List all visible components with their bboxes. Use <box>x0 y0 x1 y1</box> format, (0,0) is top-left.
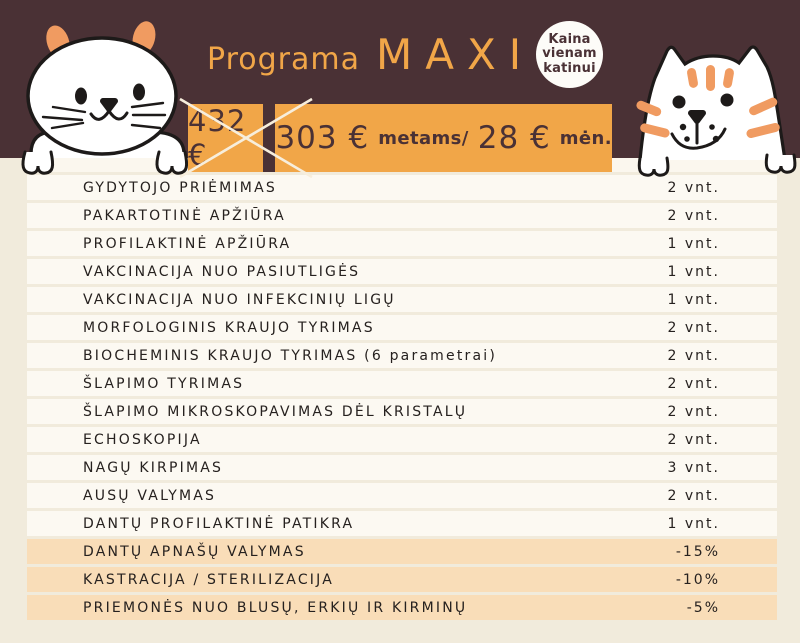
service-quantity: 2 vnt. <box>667 207 720 224</box>
monthly-price-label: mėn. <box>559 127 612 149</box>
annual-price-label: metams/ <box>378 127 469 149</box>
annual-price-value: 303 € <box>275 120 370 156</box>
service-quantity: 1 vnt. <box>667 263 720 280</box>
service-quantity: 2 vnt. <box>667 347 720 364</box>
cat-whiskers-icon <box>41 101 167 130</box>
service-label: ŠLAPIMO MIKROSKOPAVIMAS DĖL KRISTALŲ <box>83 403 468 420</box>
service-label: DANTŲ APNAŠŲ VALYMAS <box>83 543 306 560</box>
service-label: PROFILAKTINĖ APŽIŪRA <box>83 235 292 252</box>
cat-mouth-icon <box>670 120 727 150</box>
table-row: PROFILAKTINĖ APŽIŪRA 1 vnt. <box>27 231 777 256</box>
table-row: VAKCINACIJA NUO INFEKCINIŲ LIGŲ 1 vnt. <box>27 287 777 312</box>
service-quantity: 2 vnt. <box>667 319 720 336</box>
service-label: DANTŲ PROFILAKTINĖ PATIKRA <box>83 515 355 532</box>
badge-line: vienam <box>542 46 597 62</box>
table-row: GYDYTOJO PRIĖMIMAS 2 vnt. <box>27 175 777 200</box>
cat-eye-icon <box>133 83 145 101</box>
table-row: PAKARTOTINĖ APŽIŪRA 2 vnt. <box>27 203 777 228</box>
service-label: ECHOSKOPIJA <box>83 431 202 448</box>
service-label: PAKARTOTINĖ APŽIŪRA <box>83 207 286 224</box>
badge-line: Kaina <box>548 31 591 47</box>
cat-eye-icon <box>672 95 686 109</box>
table-row: KASTRACIJA / STERILIZACIJA -10% <box>27 567 777 592</box>
price-per-cat-badge: Kaina vienam katinui <box>536 21 603 88</box>
table-row: DANTŲ PROFILAKTINĖ PATIKRA 1 vnt. <box>27 511 777 536</box>
table-row: BIOCHEMINIS KRAUJO TYRIMAS (6 parametrai… <box>27 343 777 368</box>
service-quantity: 3 vnt. <box>667 459 720 476</box>
service-quantity: 2 vnt. <box>667 487 720 504</box>
cat-mouth-icon <box>89 108 129 121</box>
service-quantity: -15% <box>675 543 720 560</box>
cat-whisker-dots-icon <box>679 123 720 143</box>
service-label: BIOCHEMINIS KRAUJO TYRIMAS (6 parametrai… <box>83 347 498 364</box>
service-label: PRIEMONĖS NUO BLUSŲ, ERKIŲ IR KIRMINŲ <box>83 599 468 616</box>
service-label: KASTRACIJA / STERILIZACIJA <box>83 571 334 588</box>
program-title: Programa MAXI <box>207 30 534 79</box>
cat-head <box>26 36 178 156</box>
table-row: ŠLAPIMO TYRIMAS 2 vnt. <box>27 371 777 396</box>
table-row: ECHOSKOPIJA 2 vnt. <box>27 427 777 452</box>
services-table: GYDYTOJO PRIĖMIMAS 2 vnt. PAKARTOTINĖ APŽI… <box>27 175 777 623</box>
program-title-prefix: Programa <box>207 42 360 77</box>
service-quantity: 2 vnt. <box>667 375 720 392</box>
service-quantity: 2 vnt. <box>667 179 720 196</box>
service-label: NAGŲ KIRPIMAS <box>83 459 224 476</box>
service-quantity: -10% <box>675 571 720 588</box>
table-row: MORFOLOGINIS KRAUJO TYRIMAS 2 vnt. <box>27 315 777 340</box>
service-label: GYDYTOJO PRIĖMIMAS <box>83 179 277 196</box>
cat-stripes-icon <box>636 65 780 139</box>
service-label: ŠLAPIMO TYRIMAS <box>83 375 245 392</box>
service-quantity: 2 vnt. <box>667 431 720 448</box>
cat-paws-icon <box>637 153 797 177</box>
table-row: VAKCINACIJA NUO PASIUTLIGĖS 1 vnt. <box>27 259 777 284</box>
price-banner: 432 € 303 € metams/ 28 € mėn. <box>179 97 612 179</box>
cat-eye-icon <box>75 87 87 105</box>
service-label: MORFOLOGINIS KRAUJO TYRIMAS <box>83 319 375 336</box>
table-row: AUSŲ VALYMAS 2 vnt. <box>27 483 777 508</box>
left-cat-illustration <box>21 21 189 175</box>
table-row: DANTŲ APNAŠŲ VALYMAS -15% <box>27 539 777 564</box>
service-quantity: 1 vnt. <box>667 291 720 308</box>
service-label: AUSŲ VALYMAS <box>83 487 217 504</box>
cat-eye-icon <box>720 93 734 107</box>
badge-line: katinui <box>543 60 596 76</box>
old-price-box: 432 € <box>179 97 313 179</box>
old-price-value: 432 € <box>188 104 247 172</box>
table-row: NAGŲ KIRPIMAS 3 vnt. <box>27 455 777 480</box>
service-quantity: 1 vnt. <box>667 515 720 532</box>
service-quantity: -5% <box>686 599 720 616</box>
service-quantity: 2 vnt. <box>667 403 720 420</box>
cat-paws-icon <box>21 150 189 175</box>
service-label: VAKCINACIJA NUO INFEKCINIŲ LIGŲ <box>83 291 396 308</box>
monthly-price-value: 28 € <box>477 120 551 156</box>
table-row: ŠLAPIMO MIKROSKOPAVIMAS DĖL KRISTALŲ 2 vn… <box>27 399 777 424</box>
right-cat-illustration <box>636 45 797 177</box>
table-row: PRIEMONĖS NUO BLUSŲ, ERKIŲ IR KIRMINŲ -5% <box>27 595 777 620</box>
service-label: VAKCINACIJA NUO PASIUTLIGĖS <box>83 263 361 280</box>
service-quantity: 1 vnt. <box>667 235 720 252</box>
cat-nose-icon <box>688 110 706 124</box>
cat-nose-icon <box>100 98 118 112</box>
program-title-name: MAXI <box>375 30 535 79</box>
current-price-box: 303 € metams/ 28 € mėn. <box>275 104 612 172</box>
